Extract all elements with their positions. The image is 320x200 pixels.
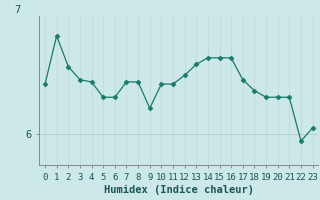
X-axis label: Humidex (Indice chaleur): Humidex (Indice chaleur) xyxy=(104,185,254,195)
Text: 7: 7 xyxy=(14,5,20,15)
